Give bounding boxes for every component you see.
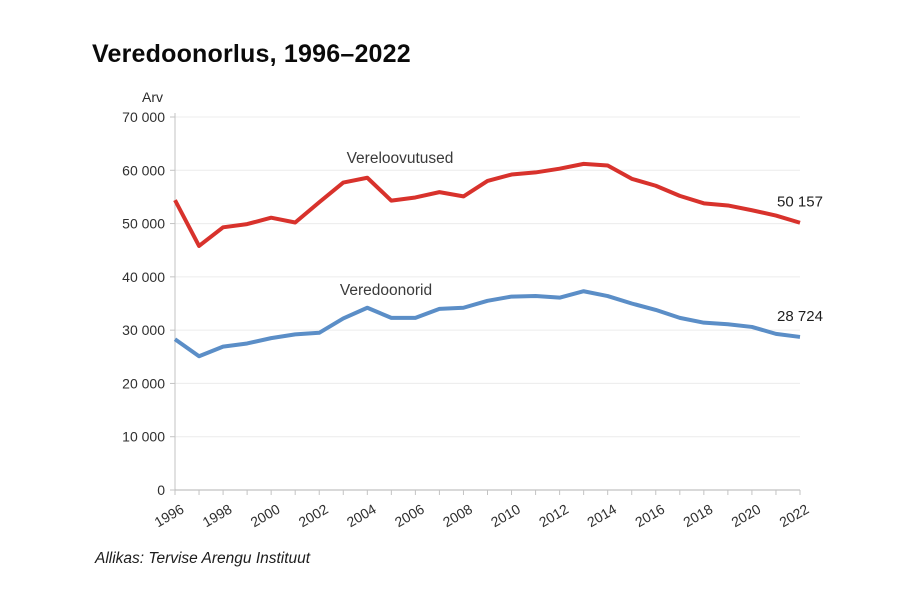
x-tick-label: 2014 (584, 501, 619, 531)
x-tick-label: 2004 (344, 501, 379, 531)
series-line-vereloovutused (173, 161, 801, 248)
x-tick-label: 1998 (200, 501, 235, 531)
y-tick-label: 0 (157, 482, 165, 498)
x-tick-label: 2016 (632, 501, 667, 531)
end-value-label-veredoonorid: 28 724 (777, 308, 823, 325)
x-tick-label: 2020 (728, 501, 763, 531)
y-tick-label: 10 000 (122, 429, 165, 445)
y-tick-label: 60 000 (122, 162, 165, 178)
end-value-label-vereloovutused: 50 157 (777, 194, 823, 211)
y-tick-label: 30 000 (122, 322, 165, 338)
series-line-veredoonorid (173, 289, 801, 359)
x-tick-label: 2008 (440, 501, 475, 531)
y-axis-unit-label: Arv (142, 89, 163, 105)
y-tick-label: 20 000 (122, 375, 165, 391)
x-tick-label: 2000 (248, 501, 283, 531)
chart-title: Veredoonorlus, 1996–2022 (92, 40, 411, 68)
x-tick-label: 2006 (392, 501, 427, 531)
x-tick-label: 2012 (536, 501, 571, 531)
y-tick-label: 40 000 (122, 269, 165, 285)
x-tick-label: 2010 (488, 501, 523, 531)
y-tick-label: 50 000 (122, 216, 165, 232)
x-tick-label: 2018 (680, 501, 715, 531)
y-tick-label: 70 000 (122, 109, 165, 125)
x-tick-label: 1996 (152, 501, 187, 531)
series-label-veredoonorid: Veredoonorid (340, 282, 432, 299)
x-tick-label: 2022 (777, 501, 812, 531)
source-note: Allikas: Tervise Arengu Instituut (95, 550, 311, 567)
series-label-vereloovutused: Vereloovutused (347, 150, 454, 167)
x-tick-label: 2002 (296, 501, 331, 531)
